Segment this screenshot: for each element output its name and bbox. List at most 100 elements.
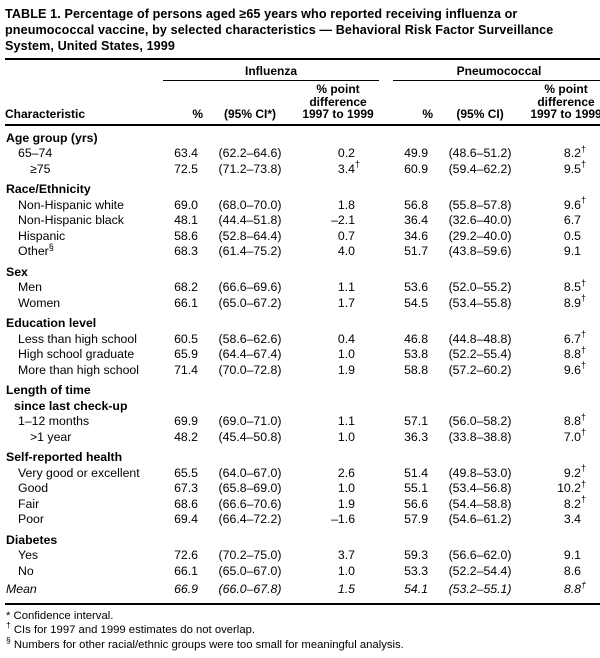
influenza-percent: 69.9 bbox=[163, 414, 203, 430]
group-gap bbox=[379, 59, 393, 81]
influenza-ci-header: (95% CI*) bbox=[203, 81, 297, 125]
pneumococcal-percent: 51.7 bbox=[393, 244, 433, 260]
pneumococcal-percent: 34.6 bbox=[393, 229, 433, 245]
pneumococcal-diff: 9.5† bbox=[527, 162, 600, 178]
influenza-ci: (64.4–67.4) bbox=[203, 347, 297, 363]
row-label: Less than high school bbox=[5, 332, 163, 348]
footnote-marker: † bbox=[581, 494, 586, 504]
influenza-ci: (45.4–50.8) bbox=[203, 430, 297, 446]
section-header: Race/Ethnicity bbox=[5, 177, 600, 198]
influenza-ci: (61.4–75.2) bbox=[203, 244, 297, 260]
footnotes: * Confidence interval.† CIs for 1997 and… bbox=[5, 605, 596, 658]
pneumococcal-ci-header: (95% CI) bbox=[433, 81, 527, 125]
pneumococcal-ci: (52.2–55.4) bbox=[433, 347, 527, 363]
influenza-percent: 67.3 bbox=[163, 481, 203, 497]
influenza-ci: (69.0–71.0) bbox=[203, 414, 297, 430]
pneumococcal-ci: (56.0–58.2) bbox=[433, 414, 527, 430]
pneumococcal-percent: 51.4 bbox=[393, 466, 433, 482]
section-header-row: Sex bbox=[5, 260, 600, 281]
row-label: Non-Hispanic white bbox=[5, 198, 163, 214]
pneumococcal-percent: 54.5 bbox=[393, 296, 433, 312]
influenza-ci: (65.8–69.0) bbox=[203, 481, 297, 497]
influenza-diff: –2.1 bbox=[297, 213, 379, 229]
column-gap bbox=[379, 296, 393, 312]
influenza-diff: 4.0 bbox=[297, 244, 379, 260]
influenza-ci: (66.0–67.8) bbox=[203, 579, 297, 604]
influenza-diff: 1.7 bbox=[297, 296, 379, 312]
influenza-percent: 68.2 bbox=[163, 280, 203, 296]
section-header: Length of time bbox=[5, 378, 600, 399]
section-header: Self-reported health bbox=[5, 445, 600, 466]
influenza-percent-header: % bbox=[163, 81, 203, 125]
influenza-percent: 48.1 bbox=[163, 213, 203, 229]
influenza-diff: 1.9 bbox=[297, 497, 379, 513]
influenza-percent: 66.1 bbox=[163, 296, 203, 312]
column-gap bbox=[379, 548, 393, 564]
row-label: No bbox=[5, 564, 163, 580]
influenza-percent: 65.5 bbox=[163, 466, 203, 482]
influenza-percent: 68.3 bbox=[163, 244, 203, 260]
influenza-percent: 69.4 bbox=[163, 512, 203, 528]
influenza-ci: (65.0–67.0) bbox=[203, 564, 297, 580]
section-header-row: Diabetes bbox=[5, 528, 600, 549]
column-gap bbox=[379, 466, 393, 482]
pneumococcal-diff: 6.7† bbox=[527, 332, 600, 348]
influenza-ci: (58.6–62.6) bbox=[203, 332, 297, 348]
footnote-marker: † bbox=[581, 159, 586, 169]
influenza-diff: 1.8 bbox=[297, 198, 379, 214]
pneumococcal-percent: 55.1 bbox=[393, 481, 433, 497]
column-gap bbox=[379, 244, 393, 260]
pneumococcal-percent: 53.3 bbox=[393, 564, 433, 580]
pneumococcal-percent: 46.8 bbox=[393, 332, 433, 348]
pneumococcal-ci: (48.6–51.2) bbox=[433, 146, 527, 162]
footnote-marker: † bbox=[355, 159, 360, 169]
pneumococcal-percent: 56.8 bbox=[393, 198, 433, 214]
diff-header-line: 1997 to 1999 bbox=[297, 108, 379, 121]
influenza-percent: 72.6 bbox=[163, 548, 203, 564]
influenza-ci: (68.0–70.0) bbox=[203, 198, 297, 214]
row-label: More than high school bbox=[5, 363, 163, 379]
influenza-diff-header: % point difference 1997 to 1999 bbox=[297, 81, 379, 125]
section-header-row: Race/Ethnicity bbox=[5, 177, 600, 198]
pneumococcal-ci: (44.8–48.8) bbox=[433, 332, 527, 348]
influenza-diff: 1.1 bbox=[297, 414, 379, 430]
influenza-percent: 66.1 bbox=[163, 564, 203, 580]
pneumococcal-diff: 9.1 bbox=[527, 548, 600, 564]
influenza-percent: 60.5 bbox=[163, 332, 203, 348]
column-gap bbox=[379, 481, 393, 497]
pneumococcal-ci: (33.8–38.8) bbox=[433, 430, 527, 446]
section-header: since last check-up bbox=[5, 399, 600, 415]
row-label: >1 year bbox=[5, 430, 163, 446]
row-label: Hispanic bbox=[5, 229, 163, 245]
influenza-ci: (44.4–51.8) bbox=[203, 213, 297, 229]
row-label: Non-Hispanic black bbox=[5, 213, 163, 229]
pneumococcal-diff: 9.2† bbox=[527, 466, 600, 482]
pneumococcal-diff: 8.2† bbox=[527, 497, 600, 513]
section-header-row: Length of time bbox=[5, 378, 600, 399]
footnote-marker: † bbox=[581, 144, 586, 154]
section-header: Diabetes bbox=[5, 528, 600, 549]
pneumococcal-percent: 49.9 bbox=[393, 146, 433, 162]
footnote-marker: † bbox=[581, 427, 586, 437]
section-header: Age group (yrs) bbox=[5, 125, 600, 147]
column-gap bbox=[379, 497, 393, 513]
column-gap bbox=[379, 146, 393, 162]
influenza-ci: (66.4–72.2) bbox=[203, 512, 297, 528]
influenza-percent: 72.5 bbox=[163, 162, 203, 178]
pneumococcal-diff: 8.8† bbox=[527, 414, 600, 430]
pneumococcal-percent: 58.8 bbox=[393, 363, 433, 379]
influenza-diff: 1.0 bbox=[297, 564, 379, 580]
row-label: High school graduate bbox=[5, 347, 163, 363]
section-header-row: Self-reported health bbox=[5, 445, 600, 466]
